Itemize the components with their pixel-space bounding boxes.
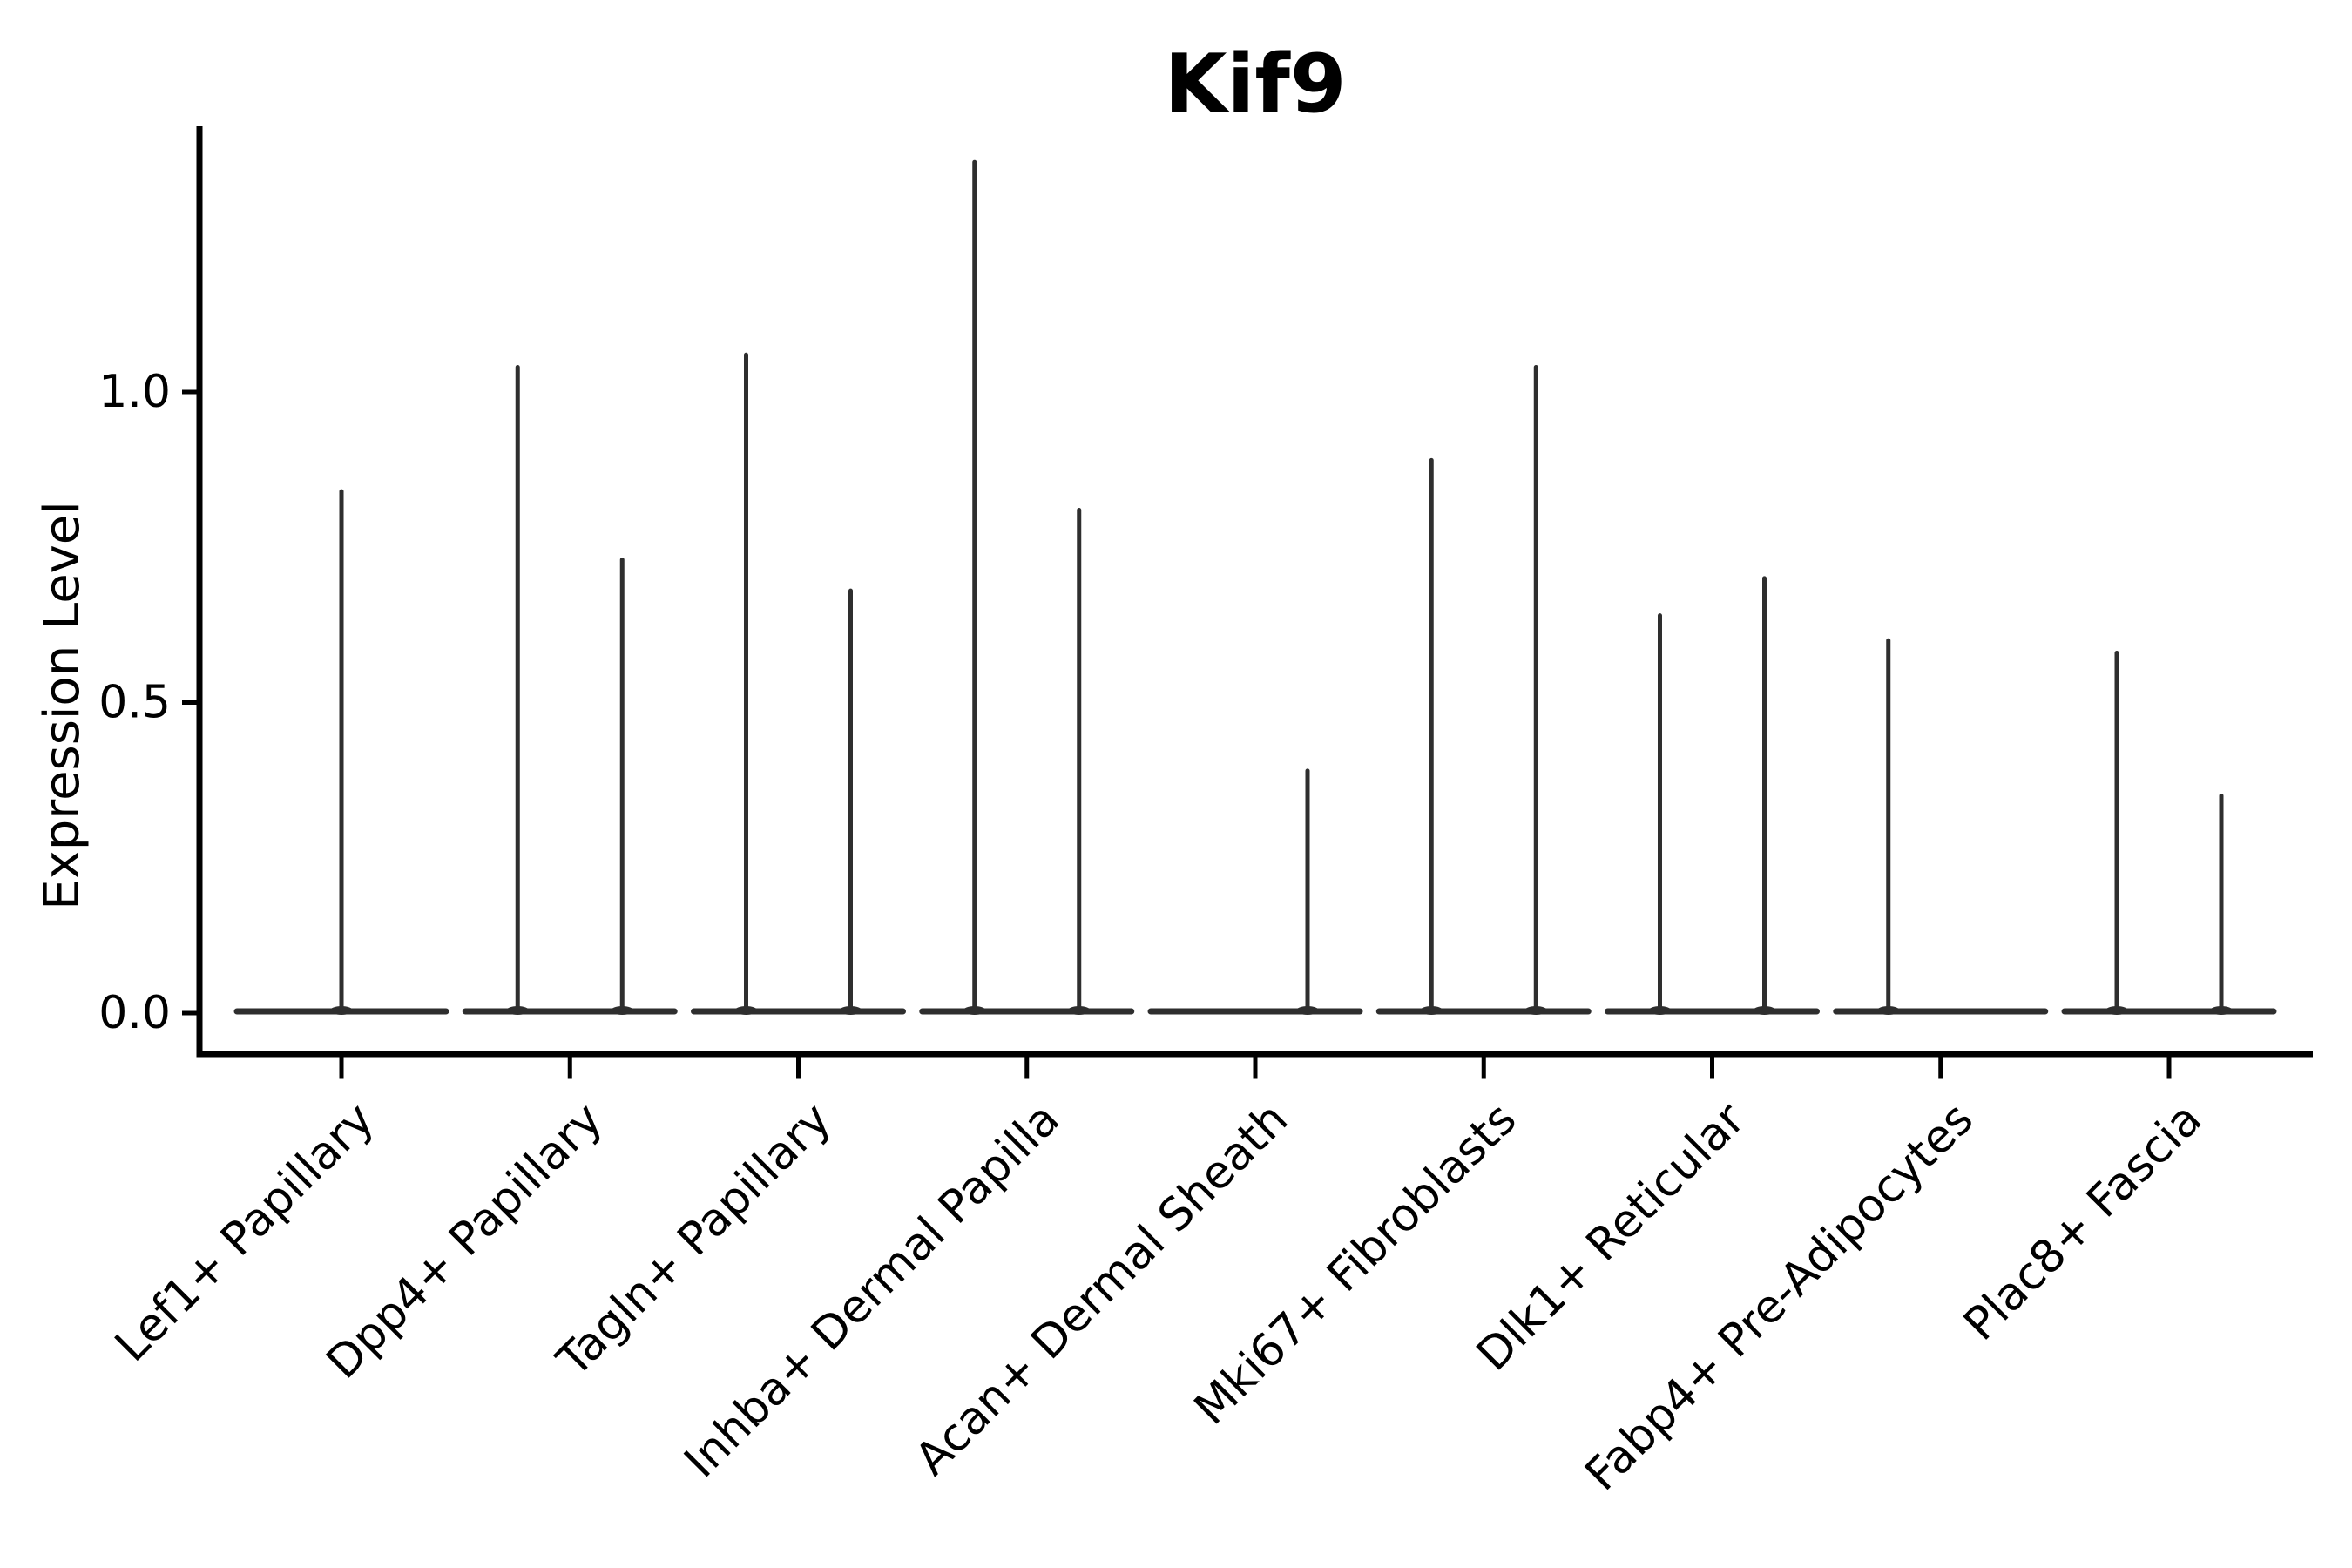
violin-category <box>1833 638 2049 1015</box>
violin-category <box>233 489 449 1015</box>
violins-layer <box>233 159 2277 1015</box>
x-tick-label: Acan+ Dermal Sheath <box>906 1093 1299 1486</box>
y-tick-label: 1.0 <box>98 366 171 418</box>
violin-category <box>1605 576 1820 1015</box>
y-tick-label: 0.0 <box>98 987 171 1039</box>
violin-category <box>1147 768 1363 1015</box>
y-tick-label: 0.5 <box>98 677 171 729</box>
x-tick-label: Plac8+ Fascia <box>1954 1093 2212 1351</box>
violin-category <box>2061 650 2277 1015</box>
violin-category <box>1375 364 1592 1015</box>
violin-category <box>919 159 1135 1015</box>
violin-category <box>691 352 906 1015</box>
x-tick-label: Fabp4+ Pre-Adipocytes <box>1576 1093 1984 1501</box>
y-axis-label: Expression Level <box>34 501 91 910</box>
violin-category <box>462 364 678 1015</box>
chart-title: Kif9 <box>1164 37 1346 131</box>
x-tick-label: Inhba+ Dermal Papilla <box>674 1093 1069 1488</box>
